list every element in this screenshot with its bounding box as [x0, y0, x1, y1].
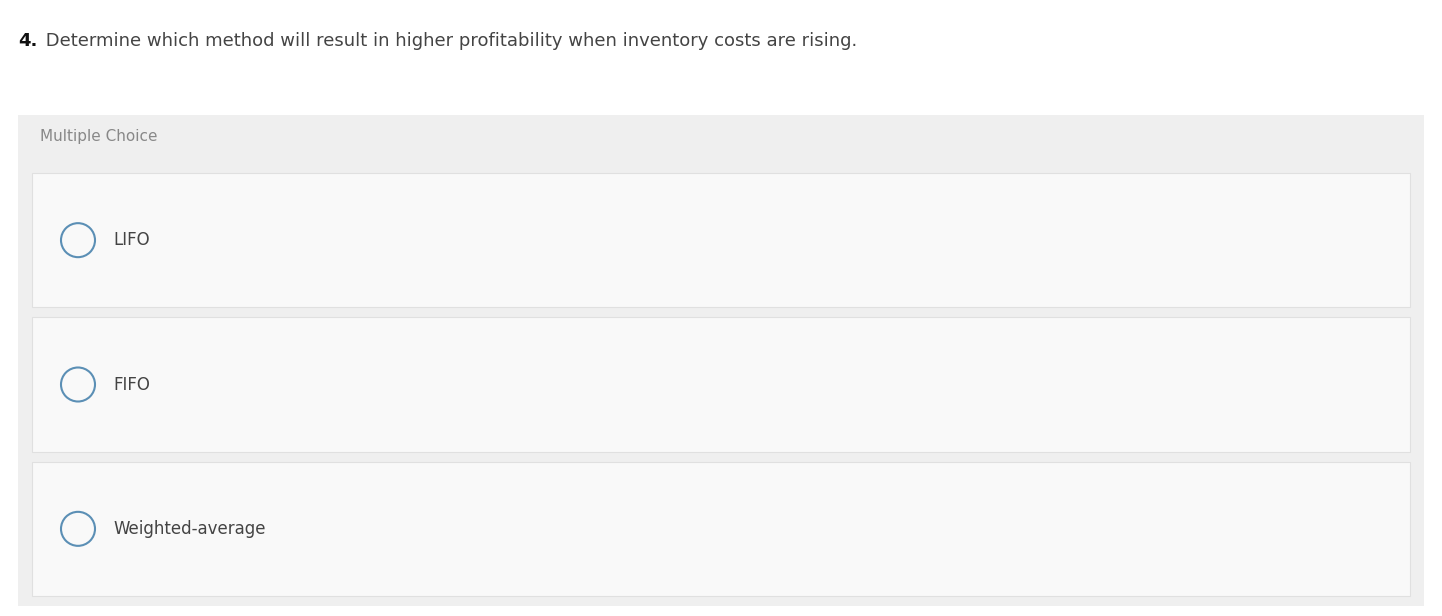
FancyBboxPatch shape	[32, 173, 1410, 307]
FancyBboxPatch shape	[32, 317, 1410, 452]
Text: FIFO: FIFO	[112, 376, 150, 394]
FancyBboxPatch shape	[17, 115, 1425, 606]
Text: 4.: 4.	[17, 32, 37, 50]
Text: Weighted-average: Weighted-average	[112, 520, 265, 538]
Text: Multiple Choice: Multiple Choice	[40, 129, 157, 144]
Text: LIFO: LIFO	[112, 231, 150, 249]
Text: Determine which method will result in higher profitability when inventory costs : Determine which method will result in hi…	[40, 32, 857, 50]
FancyBboxPatch shape	[32, 461, 1410, 596]
